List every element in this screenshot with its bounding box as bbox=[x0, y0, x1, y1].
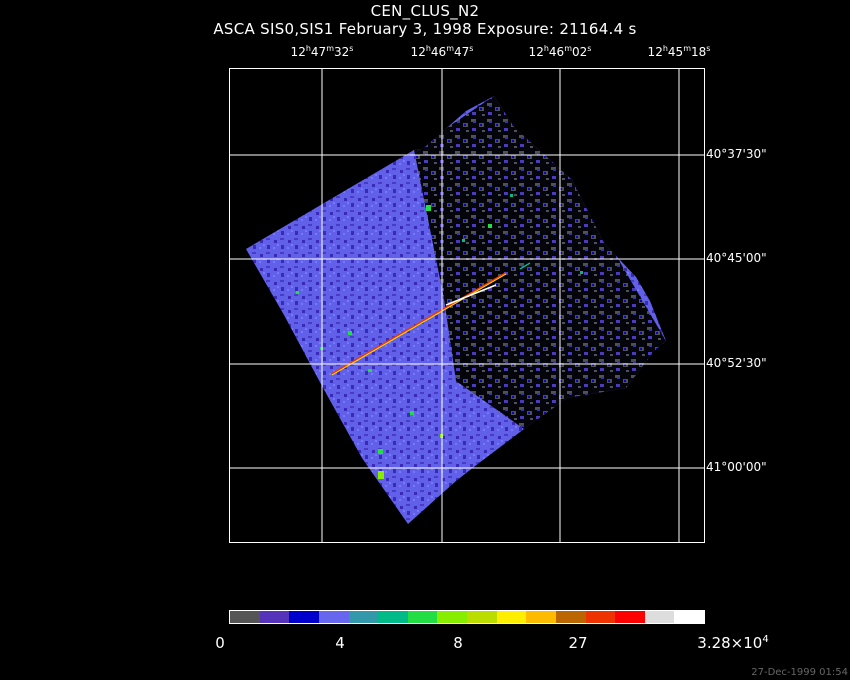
colorbar-swatch bbox=[230, 611, 260, 623]
colorbar-swatch bbox=[437, 611, 467, 623]
colorbar bbox=[229, 610, 705, 624]
colorbar-swatch bbox=[644, 611, 675, 623]
ra-tick-label: 12h45m18s bbox=[647, 44, 711, 59]
dec-tick-label: 40°37'30" bbox=[706, 147, 767, 161]
colorbar-swatch bbox=[496, 611, 527, 623]
ra-tick-label: 12h47m32s bbox=[290, 44, 354, 59]
colorbar-label-max: 3.28×104 bbox=[697, 634, 769, 652]
colorbar-swatch bbox=[407, 611, 438, 623]
image-frame[interactable] bbox=[229, 68, 705, 543]
colorbar-swatch bbox=[378, 611, 408, 623]
colorbar-swatch bbox=[289, 611, 319, 623]
plot-subtitle: ASCA SIS0,SIS1 February 3, 1998 Exposure… bbox=[213, 20, 637, 38]
ra-tick-label: 12h46m02s bbox=[528, 44, 592, 59]
timestamp: 27-Dec-1999 01:54 bbox=[751, 667, 848, 678]
colorbar-swatch bbox=[615, 611, 645, 623]
detector-region bbox=[246, 96, 666, 524]
plot-title: CEN_CLUS_N2 bbox=[370, 2, 480, 20]
colorbar-swatch bbox=[555, 611, 586, 623]
colorbar-swatch bbox=[259, 611, 290, 623]
dec-tick-label: 41°00'00" bbox=[706, 460, 767, 474]
xray-count-map bbox=[230, 69, 704, 542]
colorbar-swatch bbox=[674, 611, 704, 623]
colorbar-swatch bbox=[467, 611, 497, 623]
coordinate-grid bbox=[230, 69, 704, 542]
colorbar-label-min: 0 bbox=[215, 634, 225, 652]
colorbar-label: 8 bbox=[453, 634, 463, 652]
ra-tick-label: 12h46m47s bbox=[410, 44, 474, 59]
colorbar-swatch bbox=[348, 611, 379, 623]
colorbar-label: 4 bbox=[335, 634, 345, 652]
colorbar-swatch bbox=[585, 611, 616, 623]
dec-tick-label: 40°45'00" bbox=[706, 251, 767, 265]
colorbar-swatch bbox=[526, 611, 556, 623]
colorbar-label: 27 bbox=[568, 634, 588, 652]
colorbar-swatch bbox=[318, 611, 349, 623]
dec-tick-label: 40°52'30" bbox=[706, 356, 767, 370]
